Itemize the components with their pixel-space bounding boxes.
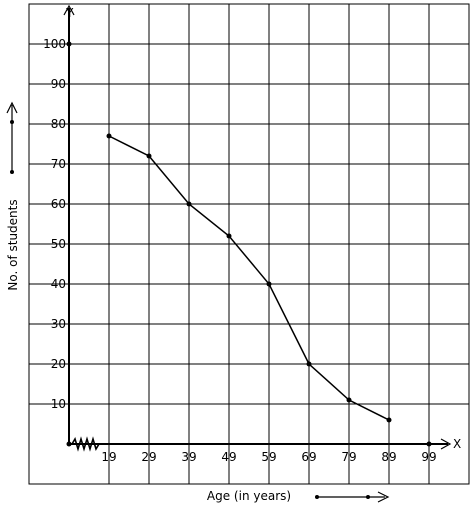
y-direction-arrow — [6, 101, 18, 174]
x-axis-break-zigzag — [71, 436, 100, 452]
y-tick-label: 70 — [51, 157, 66, 171]
y-tick-label: 90 — [51, 77, 66, 91]
y-tick-label: 10 — [51, 397, 66, 411]
y-axis-arrowhead — [63, 4, 75, 16]
data-point — [186, 201, 192, 207]
x-tick-labels: 19 29 39 49 59 69 79 89 99 — [101, 441, 437, 464]
y-tick-label: 30 — [51, 317, 66, 331]
x-tick-label: 79 — [341, 450, 356, 464]
x-axis-label: Age (in years) — [207, 489, 291, 503]
data-point — [386, 417, 392, 423]
x-axis-name: X — [453, 437, 461, 451]
x-tick-label: 29 — [141, 450, 156, 464]
y-tick-label: 40 — [51, 277, 66, 291]
x-axis-arrowhead — [440, 438, 452, 450]
data-point — [346, 397, 352, 403]
x-tick-label: 49 — [221, 450, 236, 464]
data-point — [106, 133, 112, 139]
x-direction-arrow — [315, 491, 390, 503]
y-axis-label: No. of students — [6, 199, 20, 290]
series-polyline — [108, 135, 390, 421]
data-point — [266, 281, 272, 287]
x-tick-label: 99 — [421, 450, 436, 464]
chart-axes: Y X — [63, 4, 461, 452]
y-tick-label: 50 — [51, 237, 66, 251]
data-point — [226, 233, 232, 239]
x-tick-label: 89 — [381, 450, 396, 464]
y-tick-label: 100 — [43, 37, 66, 51]
y-tick-label: 60 — [51, 197, 66, 211]
x-tick-label: 39 — [181, 450, 196, 464]
y-tick-label: 80 — [51, 117, 66, 131]
y-tick-labels: 10 20 30 40 50 60 70 80 90 100 — [43, 37, 72, 411]
data-point — [306, 361, 312, 367]
origin-point — [66, 441, 72, 447]
x-tick-label: 59 — [261, 450, 276, 464]
series-line — [106, 133, 392, 423]
data-point — [146, 153, 152, 159]
x-tick-label: 19 — [101, 450, 116, 464]
axis-labels: No. of students Age (in years) — [6, 101, 390, 503]
x-tick-label: 69 — [301, 450, 316, 464]
y-axis-name: Y — [65, 6, 74, 20]
y-axis-top-point — [66, 41, 72, 47]
x-axis-end-point — [426, 441, 432, 447]
y-tick-label: 20 — [51, 357, 66, 371]
chart-grid — [28, 3, 470, 485]
